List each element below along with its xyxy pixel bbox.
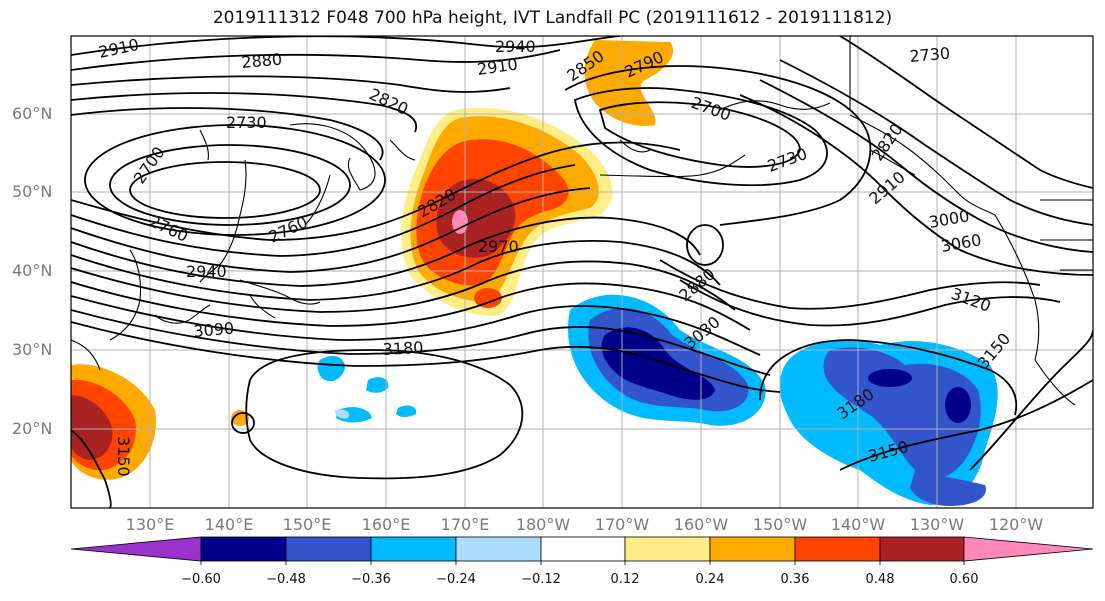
colorbar-tick-label: 0.12 <box>610 572 640 587</box>
colorbar-segment <box>794 536 881 562</box>
colorbar-segment <box>624 536 711 562</box>
colorbar-segment <box>963 536 1094 562</box>
colorbar-segment <box>370 536 457 562</box>
lon-label: 150°W <box>752 515 808 534</box>
contour-label: 2940 <box>186 262 227 281</box>
lat-label-30n: 30°N <box>12 340 53 359</box>
contour-label: 2880 <box>241 50 283 72</box>
lat-label-50n: 50°N <box>12 182 53 201</box>
colorbar-segment <box>540 536 626 562</box>
contour-label: 2730 <box>909 44 951 66</box>
lat-label-60n: 60°N <box>12 104 53 123</box>
lon-label: 150°E <box>282 515 332 534</box>
colorbar <box>70 536 1094 565</box>
lat-label-20n: 20°N <box>12 419 53 438</box>
lon-label: 140°W <box>830 515 886 534</box>
colorbar-tick-label: 0.48 <box>865 572 895 587</box>
colorbar-tick-label: 0.36 <box>780 572 810 587</box>
lon-label: 120°W <box>988 515 1044 534</box>
colorbar-tick-label: −0.12 <box>521 572 561 587</box>
colorbar-tick-label: −0.48 <box>266 572 306 587</box>
lon-label: 140°E <box>204 515 254 534</box>
contour-label: 2940 <box>495 37 536 56</box>
lon-label: 130°W <box>909 515 965 534</box>
map-title: 2019111312 F048 700 hPa height, IVT Land… <box>212 8 893 28</box>
contour-label: 3150 <box>114 436 133 477</box>
colorbar-segment <box>285 536 372 562</box>
map-plot-area: 2910 2880 2940 2910 2850 2790 2730 2820 … <box>71 36 1093 508</box>
colorbar-segment <box>709 536 796 562</box>
lat-label-40n: 40°N <box>12 261 53 280</box>
colorbar-tick-label: −0.36 <box>351 572 391 587</box>
colorbar-segment <box>455 536 542 562</box>
ivt-negative-shading <box>317 294 998 506</box>
lon-label: 130°E <box>125 515 175 534</box>
lon-label: 180°W <box>515 515 571 534</box>
contour-label: 2970 <box>478 237 519 256</box>
colorbar-tick-label: −0.24 <box>436 572 476 587</box>
colorbar-tick-label: −0.60 <box>181 572 221 587</box>
colorbar-segment <box>200 536 287 562</box>
contour-label: 2730 <box>226 113 267 132</box>
map-frame <box>70 35 1094 509</box>
lon-label: 170°E <box>440 515 490 534</box>
height-contours <box>71 36 1093 508</box>
lon-label: 160°W <box>673 515 729 534</box>
colorbar-segment <box>70 536 202 562</box>
colorbar-tick-label: 0.24 <box>695 572 725 587</box>
lon-label: 160°E <box>361 515 411 534</box>
contour-label: 3090 <box>193 319 235 341</box>
coastlines <box>71 36 1093 406</box>
colorbar-segment <box>879 536 965 562</box>
colorbar-tick-label: 0.60 <box>949 572 979 587</box>
contour-label: 3180 <box>382 338 424 359</box>
lon-label: 170°W <box>594 515 650 534</box>
